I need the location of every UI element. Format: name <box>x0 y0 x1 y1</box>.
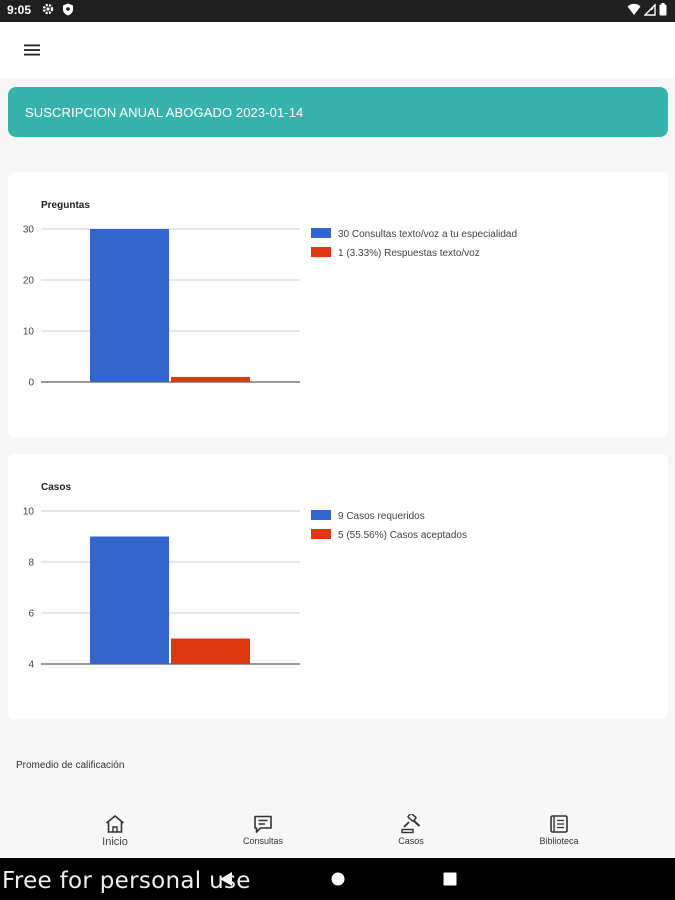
legend-swatch <box>311 228 331 238</box>
gear-icon <box>42 3 54 15</box>
signal-icon <box>644 3 656 16</box>
nav-casos-label: Casos <box>398 836 424 846</box>
back-icon[interactable] <box>219 871 233 887</box>
book-icon <box>550 815 568 833</box>
nav-biblioteca[interactable]: Biblioteca <box>514 814 604 846</box>
menu-button[interactable] <box>18 36 46 64</box>
bar <box>171 376 250 382</box>
home-icon <box>105 815 125 833</box>
legend-label: 9 Casos requeridos <box>338 511 425 522</box>
legend-label: 5 (55.56%) Casos aceptados <box>338 530 467 541</box>
rating-label: Promedio de calificación <box>16 760 125 771</box>
app-bar <box>0 22 675 78</box>
wifi-icon <box>627 3 641 15</box>
shield-icon <box>63 3 73 16</box>
y-tick-label: 20 <box>23 276 35 287</box>
y-tick-label: 10 <box>23 327 35 338</box>
nav-consultas-label: Consultas <box>242 836 284 846</box>
bar <box>171 638 250 664</box>
nav-inicio-label: Inicio <box>102 836 128 848</box>
legend-swatch <box>311 529 331 539</box>
y-tick-label: 4 <box>28 660 34 671</box>
casos-chart: Casos 4 6 8 10 9 Casos requeridos 5 (55.56%) C… <box>23 482 467 671</box>
chart-title: Casos <box>41 482 71 493</box>
legend-label: 1 (3.33%) Respuestas texto/voz <box>338 248 480 259</box>
bar <box>90 229 169 382</box>
status-time: 9:05 <box>7 3 32 17</box>
y-tick-label: 8 <box>28 558 34 569</box>
chat-icon <box>254 815 272 833</box>
hamburger-menu-icon <box>24 44 40 56</box>
nav-biblioteca-label: Biblioteca <box>539 836 579 846</box>
status-bar: 9:05 <box>0 0 675 22</box>
nav-casos[interactable]: Casos <box>366 814 456 846</box>
y-tick-label: 10 <box>23 507 35 518</box>
legend-swatch <box>311 247 331 257</box>
subscription-banner: SUSCRIPCION ANUAL ABOGADO 2023-01-14 <box>8 87 668 137</box>
watermark-text: Free for personal use <box>2 868 251 894</box>
y-tick-label: 6 <box>28 609 34 620</box>
bar <box>90 536 169 664</box>
legend-label: 30 Consultas texto/voz a tu especialidad <box>338 229 517 240</box>
home-circle-icon[interactable] <box>331 872 345 886</box>
chart-title: Preguntas <box>41 200 90 211</box>
recents-icon[interactable] <box>443 872 457 886</box>
gavel-icon <box>401 814 421 834</box>
preguntas-chart: Preguntas 0 10 20 30 30 Consultas texto/voz a… <box>23 200 517 389</box>
nav-consultas[interactable]: Consultas <box>218 814 308 846</box>
preguntas-card: Preguntas 0 10 20 30 30 Consultas texto/voz a… <box>8 172 668 437</box>
bottom-nav: Inicio Consultas Casos Biblioteca <box>0 800 675 858</box>
y-tick-label: 30 <box>23 225 35 236</box>
nav-inicio[interactable]: Inicio <box>70 814 160 848</box>
subscription-text: SUSCRIPCION ANUAL ABOGADO 2023-01-14 <box>25 104 304 120</box>
system-nav-bar <box>0 858 675 900</box>
battery-icon <box>659 3 667 16</box>
y-tick-label: 0 <box>28 378 34 389</box>
legend-swatch <box>311 510 331 520</box>
casos-card: Casos 4 6 8 10 9 Casos requeridos 5 (55.56%) C… <box>8 454 668 719</box>
